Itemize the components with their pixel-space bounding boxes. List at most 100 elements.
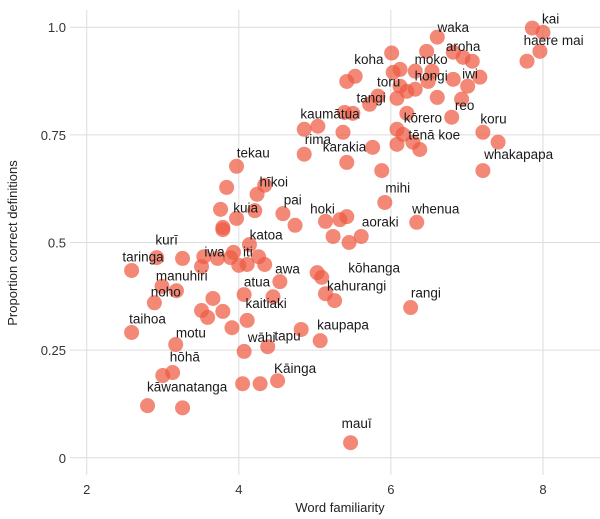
data-point xyxy=(377,194,393,210)
data-point xyxy=(339,73,355,89)
data-point xyxy=(229,158,245,174)
data-point xyxy=(247,203,263,219)
data-point xyxy=(325,228,341,244)
point-label: taringa xyxy=(122,250,164,265)
data-point xyxy=(365,139,381,155)
data-point xyxy=(168,337,184,353)
point-label: toru xyxy=(377,74,400,89)
data-point xyxy=(239,256,255,272)
point-label: iwi xyxy=(462,66,478,81)
data-point xyxy=(343,435,359,451)
data-point xyxy=(168,283,184,299)
data-point xyxy=(407,63,423,79)
data-point xyxy=(385,64,401,80)
data-point xyxy=(519,53,535,69)
data-point xyxy=(532,43,548,59)
data-point xyxy=(219,179,235,195)
point-label: mauī xyxy=(342,416,372,431)
data-point xyxy=(140,398,156,414)
y-tick-label: 0 xyxy=(59,451,66,466)
data-point xyxy=(257,256,273,272)
data-point xyxy=(384,45,400,61)
y-axis-title: Proportion correct definitions xyxy=(5,160,20,326)
point-label: whenua xyxy=(411,201,460,216)
data-point xyxy=(229,210,245,226)
data-point xyxy=(464,53,480,69)
data-point xyxy=(335,124,351,140)
data-point xyxy=(210,250,226,266)
data-point xyxy=(213,201,229,217)
data-point xyxy=(260,339,276,355)
point-label: atua xyxy=(244,275,271,290)
data-point xyxy=(154,278,170,294)
data-point xyxy=(362,96,378,112)
data-point xyxy=(224,320,240,336)
data-point xyxy=(317,213,333,229)
point-label: hōhā xyxy=(170,350,201,365)
point-label: koru xyxy=(480,112,506,127)
data-point xyxy=(235,376,251,392)
point-label: moko xyxy=(415,52,448,67)
point-label: Kāinga xyxy=(274,361,317,376)
point-label: awa xyxy=(275,261,300,276)
data-point xyxy=(175,400,191,416)
data-point xyxy=(429,29,445,45)
point-label: hongi xyxy=(415,68,448,83)
data-point xyxy=(310,118,326,134)
data-point xyxy=(490,134,506,150)
data-point xyxy=(419,43,435,59)
point-label: kaumātua xyxy=(300,106,360,121)
point-label: rima xyxy=(305,132,332,147)
x-axis-title: Word familiarity xyxy=(295,500,385,515)
data-point xyxy=(175,250,191,266)
data-point xyxy=(345,105,361,121)
point-label: kahurangi xyxy=(327,279,386,294)
point-label: noho xyxy=(151,285,181,300)
point-label: kōrero xyxy=(404,111,442,126)
data-point xyxy=(399,105,415,121)
data-point xyxy=(275,206,291,222)
data-point xyxy=(339,154,355,170)
data-point xyxy=(429,89,445,105)
data-point xyxy=(409,214,425,230)
y-tick-label: 0.75 xyxy=(41,128,66,143)
point-label: reo xyxy=(455,98,475,113)
data-point xyxy=(252,376,268,392)
data-point xyxy=(445,71,461,87)
data-point xyxy=(475,124,491,140)
data-point xyxy=(200,309,216,325)
data-point xyxy=(239,312,255,328)
point-label: whakapapa xyxy=(483,147,554,162)
data-point xyxy=(353,228,369,244)
data-point xyxy=(444,109,460,125)
data-point xyxy=(472,69,488,85)
data-point xyxy=(124,262,140,278)
point-label: kuia xyxy=(233,201,258,216)
point-label: iwa xyxy=(204,245,225,260)
data-point xyxy=(460,78,476,94)
point-label: kai xyxy=(542,12,559,27)
data-point xyxy=(327,293,343,309)
point-label: koha xyxy=(354,52,384,67)
data-point xyxy=(236,343,252,359)
data-point xyxy=(215,303,231,319)
x-tick-label: 6 xyxy=(387,482,394,497)
data-point xyxy=(395,126,411,142)
data-point xyxy=(296,121,312,137)
data-points xyxy=(124,20,551,451)
point-label: iti xyxy=(243,245,253,260)
data-point xyxy=(265,289,281,305)
data-point xyxy=(241,237,257,253)
data-point xyxy=(124,324,140,340)
point-label: aoraki xyxy=(362,214,399,229)
point-label: pai xyxy=(284,192,302,207)
point-label: kāwanatanga xyxy=(147,380,228,395)
data-point xyxy=(293,321,309,337)
data-point xyxy=(236,287,252,303)
point-label: karakia xyxy=(323,139,367,154)
data-point xyxy=(407,81,423,97)
tick-labels: 2 4 6 8 0 0.25 0.5 0.75 1.0 xyxy=(41,20,547,497)
point-label: mihi xyxy=(385,180,410,195)
data-point xyxy=(287,217,303,233)
